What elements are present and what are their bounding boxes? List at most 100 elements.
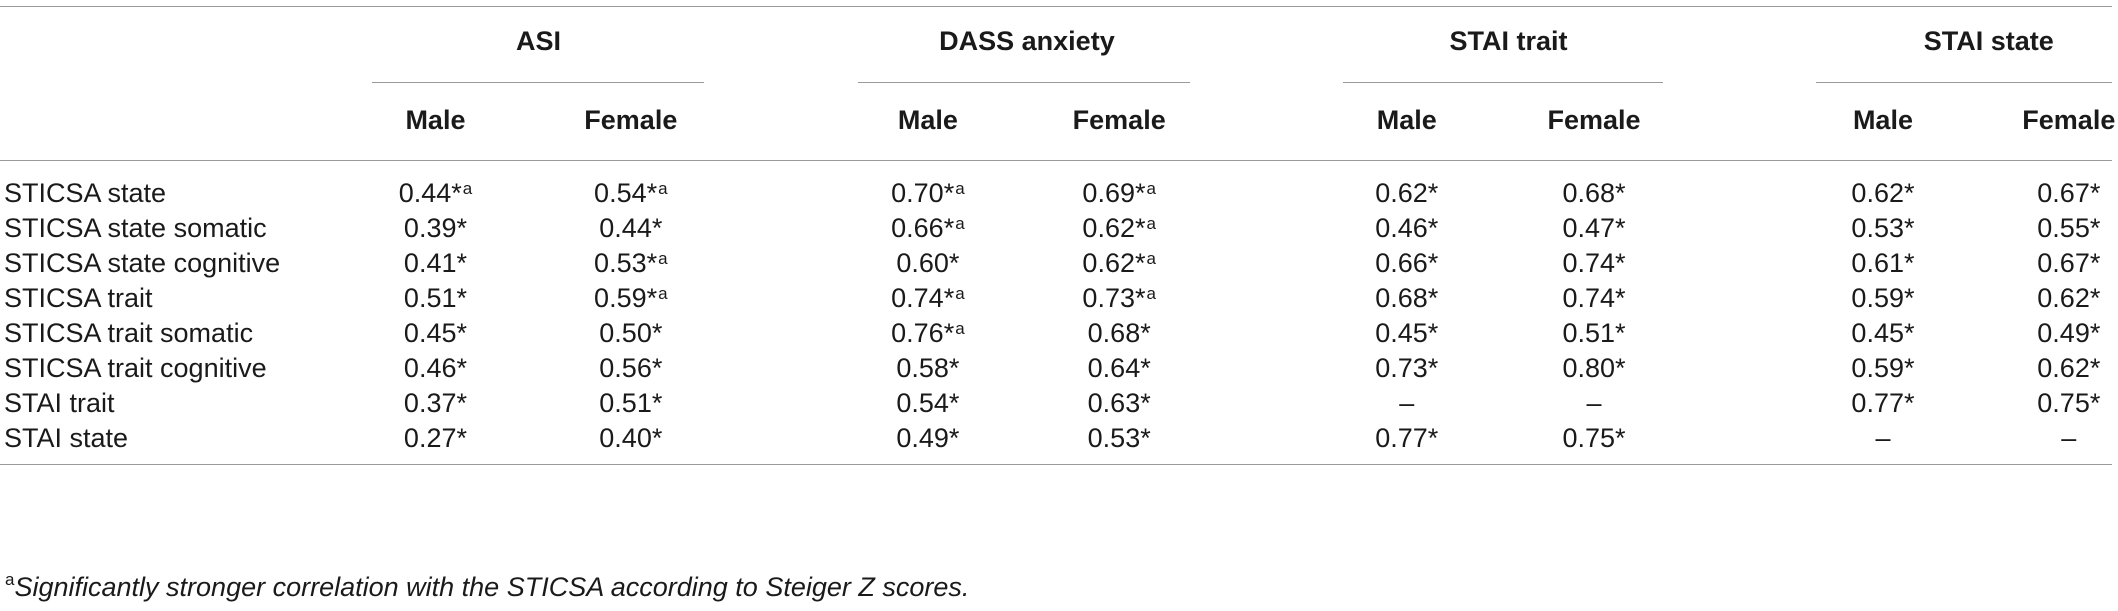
table-cell: 0.39*	[360, 211, 510, 245]
table-cell: 0.50*	[556, 316, 706, 350]
cell-value: 0.70*	[891, 178, 955, 208]
cell-value: 0.40*	[599, 423, 663, 453]
cell-value: 0.68*	[1562, 178, 1626, 208]
cell-value: 0.49*	[2037, 318, 2101, 348]
cell-value: 0.50*	[599, 318, 663, 348]
table-cell: 0.45*	[1808, 316, 1958, 350]
table-cell: 0.37*	[360, 386, 510, 420]
table-cell: 0.67*	[1994, 246, 2118, 280]
table-cell: 0.59*	[1808, 281, 1958, 315]
table-cell: 0.62*	[1994, 351, 2118, 385]
cell-value: 0.44*	[599, 213, 663, 243]
table-cell: 0.62*a	[1044, 211, 1194, 245]
table-cell: 0.41*	[360, 246, 510, 280]
cell-value: 0.59*	[1851, 283, 1915, 313]
cell-value: 0.45*	[403, 318, 467, 348]
table-cell: 0.46*	[1332, 211, 1482, 245]
table-cell: 0.62*	[1808, 176, 1958, 210]
table-cell: 0.77*	[1332, 421, 1482, 455]
significance-marker: a	[955, 284, 965, 303]
table-cell: 0.75*	[1994, 386, 2118, 420]
cell-value: 0.80*	[1562, 353, 1626, 383]
table-cell: 0.75*	[1519, 421, 1669, 455]
significance-marker: a	[658, 284, 668, 303]
cell-value: –	[2061, 423, 2077, 453]
footnote-marker: a	[5, 570, 15, 589]
cell-value: 0.54*	[896, 388, 960, 418]
cell-value: 0.39*	[403, 213, 467, 243]
table-cell: 0.53*a	[556, 246, 706, 280]
table-cell: 0.27*	[360, 421, 510, 455]
cell-value: 0.47*	[1562, 213, 1626, 243]
table-cell: 0.66*	[1332, 246, 1482, 280]
subheader-5: Female	[1547, 105, 1641, 135]
cell-value: 0.62*	[1082, 248, 1146, 278]
row-label: STICSA state	[4, 178, 167, 208]
cell-value: 0.49*	[896, 423, 960, 453]
table-cell: 0.56*	[556, 351, 706, 385]
cell-value: 0.45*	[1851, 318, 1915, 348]
cell-value: 0.27*	[403, 423, 467, 453]
table-cell: 0.49*	[853, 421, 1003, 455]
cell-value: 0.59*	[1851, 353, 1915, 383]
subheader-6: Male	[1852, 105, 1913, 135]
cell-value: 0.44*	[398, 178, 462, 208]
cell-value: 0.64*	[1087, 353, 1151, 383]
row-label: STAI trait	[4, 388, 115, 418]
cell-value: 0.73*	[1082, 283, 1146, 313]
cell-value: 0.58*	[896, 353, 960, 383]
cell-value: 0.41*	[403, 248, 467, 278]
table-cell: 0.68*	[1519, 176, 1669, 210]
group-underline-2	[1343, 82, 1663, 83]
cell-value: 0.62*	[2037, 353, 2101, 383]
cell-value: 0.69*	[1082, 178, 1146, 208]
table-cell: 0.69*a	[1044, 176, 1194, 210]
significance-marker: a	[955, 214, 965, 233]
table-cell: 0.54*	[853, 386, 1003, 420]
table-cell: 0.74*	[1519, 246, 1669, 280]
group-header-3: STAI state	[1923, 26, 2054, 56]
significance-marker: a	[1146, 249, 1156, 268]
significance-marker: a	[1146, 179, 1156, 198]
table-cell: 0.59*	[1808, 351, 1958, 385]
footnote-text: Significantly stronger correlation with …	[14, 572, 970, 602]
table-top-rule	[0, 6, 2112, 7]
group-underline-0	[372, 82, 704, 83]
table-cell: 0.64*	[1044, 351, 1194, 385]
table-cell: 0.44*a	[360, 176, 510, 210]
cell-value: 0.63*	[1087, 388, 1151, 418]
row-label: STICSA state somatic	[4, 213, 267, 243]
table-cell: 0.49*	[1994, 316, 2118, 350]
row-label: STICSA trait somatic	[4, 318, 254, 348]
subheader-3: Female	[1072, 105, 1166, 135]
table-footnote: aSignificantly stronger correlation with…	[4, 570, 970, 603]
cell-value: 0.74*	[1562, 283, 1626, 313]
cell-value: 0.62*	[1375, 178, 1439, 208]
table-cell: 0.63*	[1044, 386, 1194, 420]
table-cell: 0.45*	[1332, 316, 1482, 350]
cell-value: 0.62*	[2037, 283, 2101, 313]
table-cell: 0.62*a	[1044, 246, 1194, 280]
cell-value: 0.66*	[1375, 248, 1439, 278]
table-cell: 0.53*	[1044, 421, 1194, 455]
cell-value: 0.74*	[891, 283, 955, 313]
significance-marker: a	[1146, 284, 1156, 303]
group-header-2: STAI trait	[1449, 26, 1568, 56]
table-cell: 0.53*	[1808, 211, 1958, 245]
table-cell: 0.67*	[1994, 176, 2118, 210]
table-cell: 0.76*a	[853, 316, 1003, 350]
table-cell: 0.46*	[360, 351, 510, 385]
table-cell: 0.55*	[1994, 211, 2118, 245]
cell-value: 0.60*	[896, 248, 960, 278]
cell-value: 0.46*	[1375, 213, 1439, 243]
cell-value: 0.62*	[1082, 213, 1146, 243]
cell-value: 0.67*	[2037, 178, 2101, 208]
cell-value: –	[1399, 388, 1415, 418]
table-cell: 0.62*	[1332, 176, 1482, 210]
cell-value: 0.53*	[1087, 423, 1151, 453]
table-cell: 0.51*	[360, 281, 510, 315]
significance-marker: a	[462, 179, 473, 198]
table-cell: –	[1994, 421, 2118, 455]
cell-value: 0.76*	[891, 318, 955, 348]
table-cell: 0.80*	[1519, 351, 1669, 385]
